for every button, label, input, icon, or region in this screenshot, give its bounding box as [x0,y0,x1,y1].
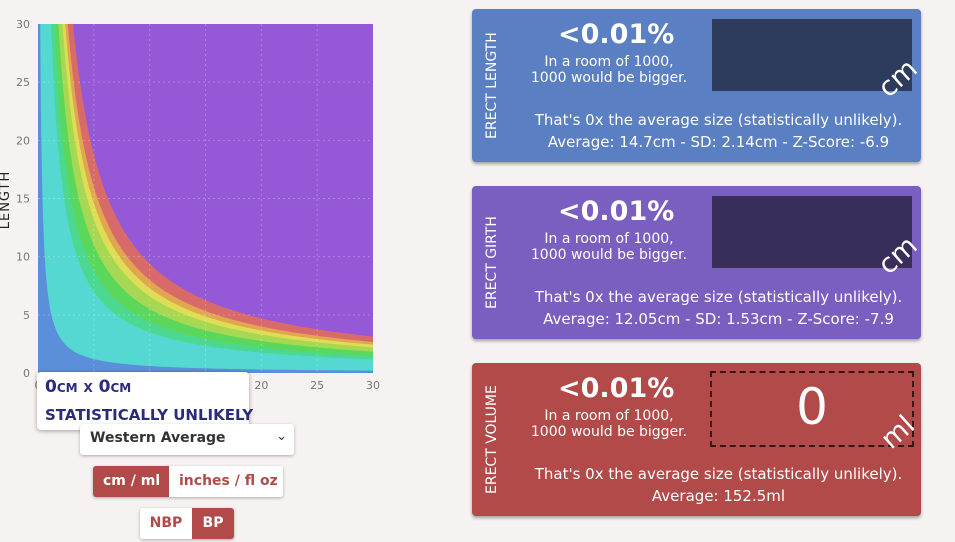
card-desc-line2: Average: 12.05cm - SD: 1.53cm - Z-Score:… [543,310,894,328]
card-desc-line2: Average: 152.5ml [651,487,786,505]
card-room-text: In a room of 1000, 1000 would be bigger. [528,231,690,263]
x-tick-label: 30 [366,379,380,392]
y-tick-label: 0 [23,367,30,380]
card-room-line2: 1000 would be bigger. [530,70,688,86]
card-room-line1: In a room of 1000, [544,408,674,424]
unit-metric-button[interactable]: cm / ml [93,466,169,497]
card-label: ERECT LENGTH [484,32,500,139]
chart-plot-area[interactable] [38,24,373,373]
y-tick-label: 5 [23,309,30,322]
unit-imperial-button[interactable]: inches / fl oz [169,466,283,497]
card-desc-line1: That's 0x the average size (statisticall… [534,465,903,483]
tooltip-status: STATISTICALLY UNLIKELY [45,406,254,424]
mode-bp-button[interactable]: BP [192,508,234,539]
card-description: That's 0x the average size (statisticall… [516,109,921,153]
card-room-line2: 1000 would be bigger. [530,247,688,263]
y-tick-label: 20 [16,134,30,147]
card-room-line1: In a room of 1000, [544,231,674,247]
card-desc-line1: That's 0x the average size (statisticall… [534,288,903,306]
card-desc-line2: Average: 14.7cm - SD: 2.14cm - Z-Score: … [547,133,890,151]
card-room-line2: 1000 would be bigger. [530,424,688,440]
girth-value-box[interactable] [712,196,912,268]
average-select-value: Western Average [90,430,226,446]
chart-band-2 [38,24,373,373]
mode-toggle: NBP BP [140,508,234,539]
y-axis-label: LENGTH [0,171,13,230]
card-room-line1: In a room of 1000, [544,54,674,70]
unit-toggle: cm / ml inches / fl oz [93,466,283,497]
card-description: That's 0x the average size (statisticall… [516,286,921,330]
y-tick-label: 15 [16,193,30,206]
y-tick-label: 10 [16,251,30,264]
chevron-down-icon: ⌄ [276,429,287,444]
mode-nbp-button[interactable]: NBP [140,508,192,539]
x-tick-label: 25 [310,379,324,392]
card-percentile: <0.01% [558,373,675,404]
card-erect-girth: ERECT GIRTH <0.01% In a room of 1000, 10… [472,186,921,339]
card-percentile: <0.01% [558,196,675,227]
card-percentile: <0.01% [558,19,675,50]
volume-value-box[interactable]: 0 [710,371,914,447]
card-room-text: In a room of 1000, 1000 would be bigger. [528,408,690,440]
y-tick-label: 30 [16,18,30,31]
chart-grid [38,24,373,373]
chart-band-5 [38,24,373,373]
card-label: ERECT GIRTH [484,216,500,309]
average-select[interactable]: Western Average ⌄ [80,424,294,455]
card-description: That's 0x the average size (statisticall… [516,463,921,507]
card-erect-length: ERECT LENGTH <0.01% In a room of 1000, 1… [472,9,921,162]
card-room-text: In a room of 1000, 1000 would be bigger. [528,54,690,86]
chart-tooltip: 0cm x 0cm STATISTICALLY UNLIKELY [37,372,253,430]
card-label: ERECT VOLUME [484,385,500,494]
size-chart[interactable]: 051015202530051015202530 LENGTH [0,0,395,400]
volume-value: 0 [796,378,828,436]
tooltip-size: 0cm x 0cm [45,377,132,397]
card-desc-line1: That's 0x the average size (statisticall… [534,111,903,129]
x-tick-label: 20 [254,379,268,392]
card-erect-volume: ERECT VOLUME <0.01% In a room of 1000, 1… [472,363,921,516]
length-value-box[interactable] [712,19,912,91]
y-tick-label: 25 [16,76,30,89]
